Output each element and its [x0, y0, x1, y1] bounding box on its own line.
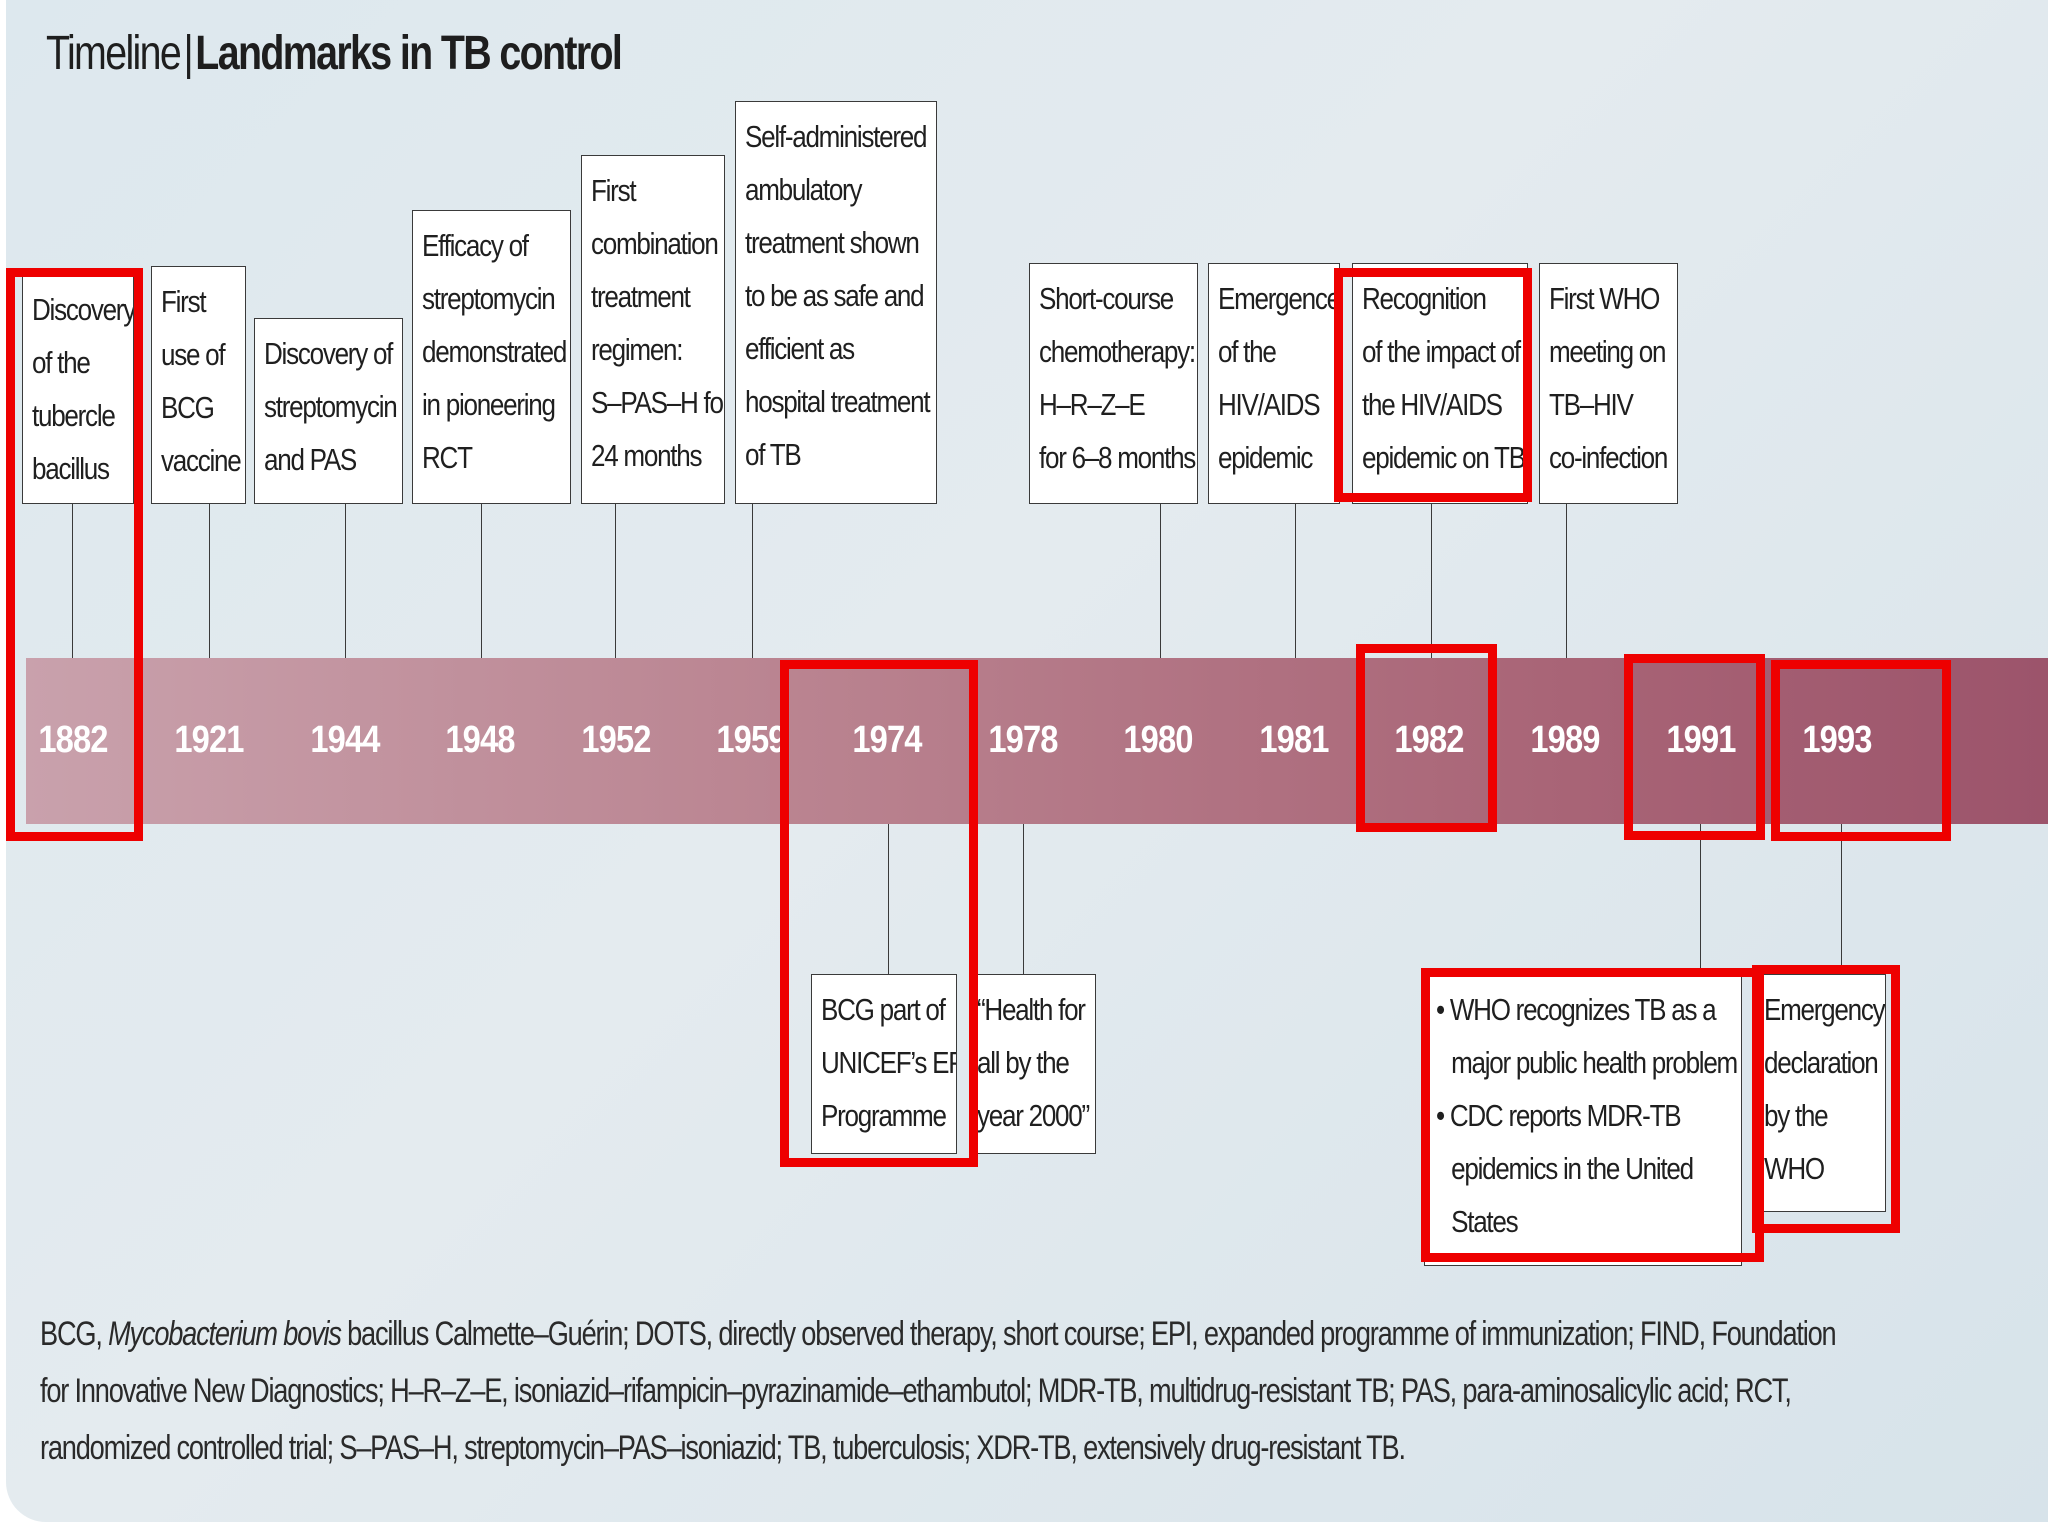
year-label: 1921: [174, 719, 244, 761]
connector-1991: [1700, 824, 1701, 970]
year-label: 1944: [310, 719, 380, 761]
title-main: Landmarks in TB control: [195, 27, 623, 80]
highlight-1974: [780, 660, 978, 1167]
connector-1921: [209, 502, 210, 658]
highlight-1991-year: [1624, 654, 1765, 840]
year-label: 1978: [988, 719, 1058, 761]
year-label: 1991: [1666, 719, 1736, 761]
year-label: 1982: [1394, 719, 1464, 761]
event-1974-box: BCG part of UNICEF’s EPI Programme: [811, 974, 957, 1154]
highlight-1982-year: [1356, 644, 1497, 832]
connector-1952: [615, 502, 616, 658]
footnote-line-2: for Innovative New Diagnostics; H–R–Z–E,…: [40, 1372, 1792, 1410]
year-label: 1989: [1530, 719, 1600, 761]
connector-1959: [752, 502, 753, 658]
list-item: • WHO recognizes TB as a major public hea…: [1436, 992, 1738, 1080]
event-1959-box: Self-administered ambulatory treatment sho…: [735, 101, 937, 504]
connector-1944: [345, 502, 346, 658]
highlight-1991-box: [1421, 968, 1764, 1262]
event-1991-list: • WHO recognizes TB as a major public hea…: [1436, 983, 1738, 1248]
event-1952-box: First combination treatment regimen: S–PAS–H…: [581, 155, 725, 504]
connector-1948: [481, 502, 482, 658]
page-title: Timeline|Landmarks in TB control: [46, 26, 623, 81]
year-label: 1981: [1259, 719, 1329, 761]
event-1991-box: • WHO recognizes TB as a major public hea…: [1424, 974, 1742, 1266]
title-separator: |: [183, 27, 193, 80]
year-label: 1993: [1802, 719, 1872, 761]
timeline-band: [26, 658, 2048, 824]
connector-1980: [1160, 502, 1161, 658]
event-1921-box: First use of BCG vaccine: [151, 266, 246, 504]
footnote: BCG, Mycobacterium bovis bacillus Calmet…: [40, 1306, 2040, 1477]
year-label: 1980: [1123, 719, 1193, 761]
highlight-1993-year: [1771, 660, 1951, 841]
connector-1981: [1295, 502, 1296, 658]
event-1978-box: “Health for all by the year 2000”: [971, 974, 1096, 1154]
year-label: 1974: [852, 719, 922, 761]
connector-1978: [1023, 824, 1024, 974]
connector-1882: [72, 502, 73, 658]
connector-1982: [1431, 502, 1432, 658]
event-1982-box: Recognition of the impact of the HIV/AIDS e…: [1352, 263, 1528, 504]
highlight-1882: [6, 268, 143, 841]
event-1944-box: Discovery of streptomycin and PAS: [254, 318, 403, 504]
event-1980-box: Short-course chemotherapy: H–R–Z–E for 6–8 …: [1029, 263, 1198, 504]
connector-1974: [888, 824, 889, 974]
connector-1989: [1566, 502, 1567, 658]
year-label: 1882: [38, 719, 108, 761]
year-label: 1948: [445, 719, 515, 761]
highlight-1993-box: [1752, 965, 1900, 1233]
list-item: • CDC reports MDR-TB epidemics in the Uni…: [1436, 1098, 1694, 1239]
event-1989-box: First WHO meeting on TB–HIV co-infection: [1539, 263, 1678, 504]
event-1981-box: Emergence of the HIV/AIDS epidemic: [1208, 263, 1340, 504]
connector-1993: [1841, 824, 1842, 970]
footnote-line-3: randomized controlled trial; S–PAS–H, st…: [40, 1429, 1406, 1467]
title-prefix: Timeline: [46, 27, 182, 80]
event-1948-box: Efficacy of streptomycin demonstrated in pi…: [412, 210, 571, 504]
year-label: 1952: [581, 719, 651, 761]
footnote-line-1: BCG, Mycobacterium bovis bacillus Calmet…: [40, 1315, 1837, 1353]
event-1993-box: Emergency declaration by the WHO: [1758, 974, 1886, 1212]
highlight-1982-box: [1334, 268, 1532, 502]
event-1882-box: Discovery of the tubercle bacillus: [22, 274, 134, 504]
year-label: 1959: [716, 719, 786, 761]
